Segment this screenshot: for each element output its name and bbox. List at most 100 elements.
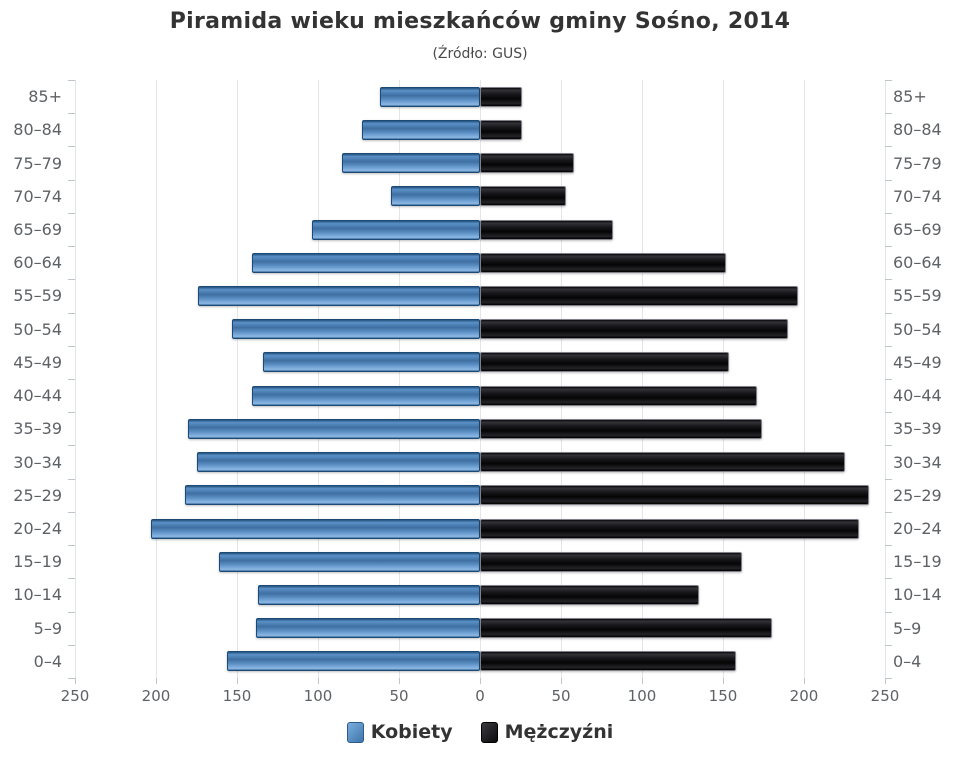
legend-swatch-icon (480, 721, 498, 743)
bar-mezczyzni (480, 319, 788, 340)
y-axis-tick-left (68, 412, 75, 414)
y-axis-tick-left (68, 279, 75, 281)
age-label-right: 30–34 (893, 452, 942, 472)
x-axis-tick (156, 678, 157, 684)
x-axis-tick (642, 678, 643, 684)
bar-kobiety (219, 551, 480, 572)
gridline (318, 80, 319, 678)
x-axis-label: 100 (303, 687, 333, 705)
y-axis-tick-left (68, 478, 75, 480)
y-axis-tick-left (68, 113, 75, 115)
y-axis-tick-right (885, 312, 892, 314)
age-label-left: 50–54 (13, 319, 62, 339)
gridline (480, 80, 481, 678)
age-label-right: 55–59 (893, 286, 942, 306)
x-axis-label: 0 (475, 687, 485, 705)
bar-kobiety (342, 153, 480, 174)
y-axis-tick-left (68, 146, 75, 148)
age-label-right: 25–29 (893, 485, 942, 505)
y-axis-tick-left (68, 379, 75, 380)
x-axis-label: 50 (551, 687, 571, 705)
bar-mezczyzni (480, 285, 798, 306)
age-label-right: 65–69 (893, 219, 942, 239)
y-axis-tick-right (885, 445, 892, 447)
y-axis-tick-left (68, 80, 75, 81)
x-axis-tick (885, 678, 886, 684)
y-axis-tick-left (68, 312, 75, 314)
x-axis-tick (75, 678, 76, 684)
age-label-right: 0–4 (893, 651, 922, 671)
x-axis-label: 150 (222, 687, 252, 705)
age-label-left: 55–59 (13, 286, 62, 306)
y-axis-tick-left (68, 179, 75, 181)
bar-kobiety (256, 618, 480, 639)
x-axis-label: 100 (627, 687, 657, 705)
y-axis-tick-left (68, 345, 75, 347)
y-axis-tick-left (68, 644, 75, 646)
bar-kobiety (311, 219, 480, 240)
bar-mezczyzni (480, 518, 860, 539)
x-axis-label: 150 (708, 687, 738, 705)
gridline (723, 80, 724, 678)
x-axis-tick (399, 678, 400, 684)
gridline (399, 80, 400, 678)
bar-kobiety (188, 418, 480, 439)
bar-kobiety (379, 86, 480, 107)
gridline (804, 80, 805, 678)
x-axis-tick (561, 678, 562, 684)
gridline (642, 80, 643, 678)
y-axis-tick-left (68, 545, 75, 547)
y-axis-tick-left (68, 611, 75, 613)
age-label-left: 80–84 (13, 120, 62, 140)
age-label-left: 20–24 (13, 518, 62, 538)
age-label-right: 20–24 (893, 518, 942, 538)
y-axis-tick-left (68, 246, 75, 248)
age-label-left: 15–19 (13, 552, 62, 572)
age-label-right: 40–44 (893, 386, 942, 406)
age-label-left: 10–14 (13, 585, 62, 605)
age-label-right: 75–79 (893, 153, 942, 173)
y-axis-tick-left (68, 445, 75, 447)
legend-item-mezczyzni[interactable]: Mężczyźni (480, 721, 614, 743)
age-label-left: 85+ (28, 87, 62, 107)
y-axis-tick-right (885, 478, 892, 480)
bar-kobiety (258, 584, 480, 605)
legend-item-kobiety[interactable]: Kobiety (346, 721, 453, 743)
gridline (75, 80, 76, 678)
age-label-left: 30–34 (13, 452, 62, 472)
y-axis-tick-right (885, 678, 892, 679)
legend-label: Mężczyźni (504, 721, 614, 743)
y-axis-tick-right (885, 545, 892, 547)
x-axis-label: 250 (60, 687, 90, 705)
bar-mezczyzni (480, 651, 736, 672)
y-axis-tick-left (68, 578, 75, 580)
y-axis-tick-right (885, 246, 892, 248)
x-axis-label: 200 (141, 687, 171, 705)
bar-kobiety (196, 452, 480, 473)
y-axis-tick-left (68, 511, 75, 513)
bar-kobiety (151, 518, 480, 539)
y-axis-tick-right (885, 113, 892, 115)
y-axis-tick-right (885, 345, 892, 347)
age-label-left: 45–49 (13, 352, 62, 372)
gridline (561, 80, 562, 678)
bar-mezczyzni (480, 119, 523, 140)
age-label-left: 40–44 (13, 386, 62, 406)
y-axis-tick-right (885, 279, 892, 281)
y-axis-tick-left (68, 212, 75, 214)
y-axis-tick-right (885, 379, 892, 380)
age-label-left: 35–39 (13, 419, 62, 439)
x-axis-tick (318, 678, 319, 684)
y-axis-tick-right (885, 644, 892, 646)
y-axis-tick-right (885, 212, 892, 214)
age-label-right: 85+ (893, 87, 927, 107)
gridline (237, 80, 238, 678)
bar-mezczyzni (480, 252, 727, 273)
y-axis-tick-right (885, 611, 892, 613)
bar-mezczyzni (480, 618, 772, 639)
y-axis-tick-right (885, 146, 892, 148)
bar-mezczyzni (480, 485, 869, 506)
bar-mezczyzni (480, 584, 699, 605)
age-label-left: 65–69 (13, 219, 62, 239)
